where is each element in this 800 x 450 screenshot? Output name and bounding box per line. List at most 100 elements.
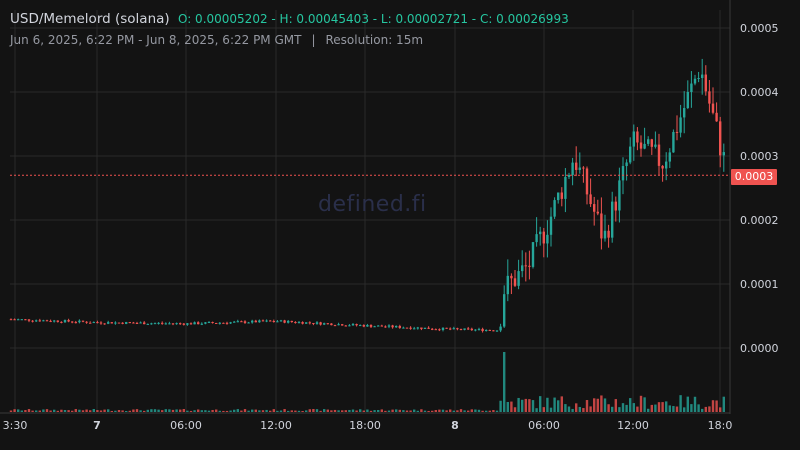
volume-bar	[326, 409, 329, 412]
candle-body	[701, 74, 704, 79]
candle-body	[38, 320, 41, 322]
candle-body	[24, 319, 27, 321]
candle-body	[218, 322, 221, 324]
candle-body	[657, 144, 661, 166]
volume-bar	[351, 409, 355, 412]
candle-body	[557, 192, 560, 201]
volume-bar	[636, 406, 639, 412]
candle-body	[229, 322, 232, 324]
volume-bar	[53, 409, 56, 412]
candle-body	[53, 320, 56, 322]
volume-bar	[485, 410, 488, 412]
volume-bar	[535, 408, 538, 412]
volume-bar	[323, 409, 326, 412]
volume-bar	[513, 407, 517, 412]
candle-body	[31, 320, 34, 322]
volume-bar	[449, 409, 452, 412]
volume-bar	[135, 409, 139, 412]
candle-body	[596, 211, 599, 214]
watermark-logo: defined.fi	[318, 192, 427, 217]
candle-body	[103, 323, 106, 325]
candle-body	[377, 325, 380, 327]
volume-bar	[240, 410, 243, 412]
candle-body	[416, 327, 419, 329]
volume-bar	[708, 406, 711, 412]
candle-body	[467, 328, 470, 330]
candle-body	[243, 321, 247, 323]
volume-bar	[139, 410, 142, 412]
candle-body	[441, 327, 445, 330]
volume-bar	[665, 401, 668, 412]
volume-bar	[621, 403, 625, 412]
candle-body	[175, 323, 178, 325]
candle-body	[261, 320, 265, 322]
candle-body	[571, 162, 574, 176]
candle-body	[326, 323, 329, 325]
candle-body	[121, 322, 124, 324]
volume-bar	[319, 410, 322, 412]
volume-bar	[171, 409, 175, 412]
volume-bar	[9, 410, 13, 412]
candle-body	[391, 325, 394, 328]
volume-bar	[398, 409, 401, 412]
volume-bar	[193, 410, 196, 412]
candle-body	[503, 294, 506, 327]
candle-body	[164, 323, 167, 325]
volume-bar	[395, 409, 398, 412]
volume-bar	[279, 410, 283, 412]
candle-body	[524, 265, 527, 267]
volume-bar	[539, 396, 542, 412]
candle-body	[445, 327, 448, 329]
current-price-badge: 0.0003	[731, 169, 777, 185]
candle-body	[89, 322, 92, 324]
volume-bar	[701, 408, 704, 412]
candle-body	[276, 321, 279, 323]
volume-bar	[521, 399, 524, 412]
volume-bar	[578, 406, 581, 412]
volume-bar	[499, 400, 502, 412]
volume-bar	[427, 410, 430, 412]
candle-body	[283, 320, 286, 323]
volume-bar	[153, 409, 157, 412]
candle-body	[312, 322, 315, 324]
volume-bar	[74, 409, 77, 412]
volume-bar	[715, 400, 718, 412]
volume-bar	[380, 409, 383, 412]
volume-bar	[42, 409, 45, 412]
volume-bar	[71, 410, 74, 412]
candle-body	[71, 321, 74, 323]
volume-bar	[528, 399, 531, 412]
candle-body	[157, 322, 160, 324]
volume-bar	[557, 400, 560, 412]
volume-bar	[236, 409, 239, 412]
candle-body	[575, 162, 578, 170]
candle-body	[506, 275, 509, 295]
x-tick-label: 06:00	[528, 419, 560, 432]
volume-bar	[287, 410, 290, 412]
volume-bar	[470, 409, 473, 412]
candle-body	[675, 131, 679, 133]
candle-body	[632, 131, 635, 147]
candle-body	[348, 325, 351, 327]
candle-body	[456, 328, 459, 330]
candle-body	[294, 322, 297, 324]
volume-bar	[697, 404, 700, 412]
candle-body	[578, 167, 581, 170]
candle-body	[405, 327, 409, 329]
volume-bar	[434, 410, 437, 412]
volume-bar	[359, 409, 362, 412]
candle-body	[420, 327, 423, 329]
volume-bar	[225, 410, 229, 412]
candle-body	[668, 152, 671, 162]
volume-bar	[452, 410, 455, 412]
volume-bar	[258, 410, 261, 412]
volume-bar	[366, 409, 369, 412]
candle-body	[643, 143, 646, 149]
volume-bar	[647, 408, 650, 412]
candle-body	[625, 162, 628, 167]
volume-bar	[524, 398, 527, 412]
volume-bar	[625, 404, 628, 412]
volume-bar	[229, 410, 232, 412]
candle-body	[189, 323, 193, 325]
